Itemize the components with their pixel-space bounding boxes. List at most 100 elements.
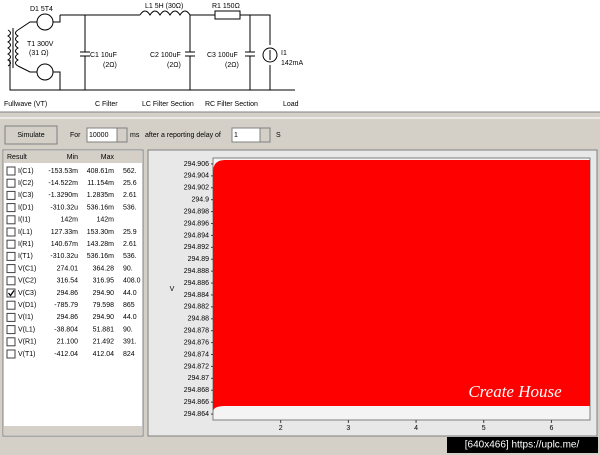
y-tick-label: 294.884 (184, 292, 209, 299)
result-name: I(R1) (18, 241, 34, 248)
y-tick-label: 294.892 (184, 244, 209, 251)
result-max: 1.2835m (87, 192, 114, 199)
result-min: 294.86 (57, 290, 79, 297)
y-tick-label: 294.902 (184, 185, 209, 192)
y-tick-label: 294.882 (184, 304, 209, 311)
checkbox[interactable] (6, 349, 16, 359)
column-header: Result (7, 154, 27, 161)
result-range: 25.6 (123, 180, 137, 187)
label: For (70, 132, 81, 139)
result-min: 140.67m (51, 241, 78, 248)
x-tick-label: 5 (482, 425, 486, 432)
input-value: 1 (234, 132, 238, 139)
checkbox[interactable] (6, 337, 16, 347)
result-max: 11.154m (87, 180, 114, 187)
result-range: 865 (123, 302, 135, 309)
checkbox[interactable] (6, 276, 16, 286)
result-max: 408.61m (87, 168, 114, 175)
signal-area (213, 160, 590, 412)
result-name: I(C1) (18, 168, 34, 175)
y-tick-label: 294.88 (188, 316, 210, 323)
result-name: V(C2) (18, 278, 36, 285)
checkbox[interactable] (6, 227, 16, 237)
result-min: -785.79 (54, 302, 78, 309)
result-max: 294.90 (93, 290, 115, 297)
watermark: Create House (468, 382, 562, 401)
checkbox[interactable] (6, 178, 16, 188)
section-label: Fullwave (VT) (4, 101, 47, 108)
simulate-button[interactable] (4, 125, 58, 145)
x-tick-label: 4 (414, 425, 418, 432)
x-tick-label: 6 (549, 425, 553, 432)
result-range: 824 (123, 351, 135, 358)
checkbox[interactable] (6, 166, 16, 176)
result-name: V(C1) (18, 265, 36, 272)
result-range: 44.0 (123, 314, 137, 321)
x-tick-label: 3 (346, 425, 350, 432)
result-name: V(L1) (18, 326, 35, 333)
result-range: 2.61 (123, 192, 137, 199)
label: (2Ω) (103, 62, 117, 69)
y-tick-label: 294.864 (184, 411, 209, 418)
label: L1 5H (30Ω) (145, 3, 183, 10)
y-tick-label: 294.894 (184, 232, 209, 239)
label: (31 Ω) (29, 50, 49, 57)
y-tick-label: 294.906 (184, 161, 209, 168)
footer: [640x466] https://uplc.me/ (465, 440, 580, 451)
checkbox[interactable] (6, 288, 16, 298)
section-label: LC Filter Section (142, 101, 194, 108)
result-max: 143.28m (87, 241, 114, 248)
result-name: I(C2) (18, 180, 34, 187)
y-tick-label: 294.9 (191, 197, 209, 204)
result-max: 536.16m (87, 253, 114, 260)
section-label: C Filter (95, 101, 118, 108)
checkbox[interactable] (6, 264, 16, 274)
result-max: 51.881 (93, 326, 115, 333)
result-min: 127.33m (51, 229, 78, 236)
result-name: I(L1) (18, 229, 32, 236)
scrollbar[interactable] (4, 426, 142, 435)
result-min: 316.54 (57, 278, 79, 285)
result-min: -1.3290m (48, 192, 78, 199)
spinner[interactable] (116, 127, 128, 143)
checkbox[interactable] (6, 300, 16, 310)
label: D1 5T4 (30, 6, 53, 13)
table-header (4, 151, 142, 163)
result-range: 391. (123, 339, 137, 346)
label: C2 100uF (150, 52, 181, 59)
label: C1 10uF (90, 52, 117, 59)
result-range: 25.9 (123, 229, 137, 236)
spinner[interactable] (259, 127, 271, 143)
checkbox[interactable] (6, 190, 16, 200)
result-max: 364.28 (93, 265, 115, 272)
label: (2Ω) (225, 62, 239, 69)
y-tick-label: 294.89 (188, 256, 210, 263)
result-range: 2.61 (123, 241, 137, 248)
checkbox[interactable] (6, 251, 16, 261)
y-tick-label: 294.87 (188, 375, 210, 382)
result-max: 316.95 (93, 278, 115, 285)
input-value: 10000 (89, 132, 109, 139)
result-name: V(I1) (18, 314, 33, 321)
label: R1 150Ω (212, 3, 240, 10)
label: (2Ω) (167, 62, 181, 69)
checkbox[interactable] (6, 203, 16, 213)
results-table (2, 149, 144, 437)
result-name: I(D1) (18, 204, 34, 211)
footer-box (447, 437, 598, 453)
y-tick-label: 294.872 (184, 363, 209, 370)
checkbox[interactable] (6, 325, 16, 335)
result-min: 294.86 (57, 314, 79, 321)
result-range: 44.0 (123, 290, 137, 297)
column-header: Max (101, 154, 115, 161)
y-tick-label: 294.868 (184, 387, 209, 394)
checkbox[interactable] (6, 239, 16, 249)
result-range: 562. (123, 168, 137, 175)
result-max: 142m (96, 217, 114, 224)
checkbox[interactable] (6, 312, 16, 322)
result-max: 536.16m (87, 204, 114, 211)
checkbox[interactable] (6, 215, 16, 225)
result-range: 536. (123, 204, 137, 211)
y-tick-label: 294.874 (184, 351, 209, 358)
